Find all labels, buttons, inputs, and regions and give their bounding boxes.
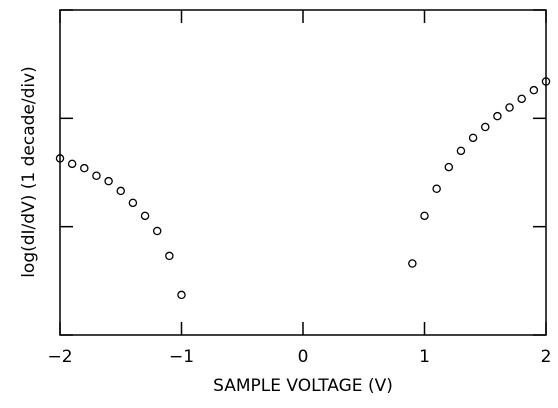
data-point [67,159,77,169]
data-point [152,226,162,236]
data-point [505,103,514,112]
plot-frame [59,9,547,336]
x-axis-title: SAMPLE VOLTAGE (V) [213,376,393,396]
x-tick-label: 2 [541,347,552,367]
data-point [128,198,138,208]
data-point [493,111,502,121]
axis-ticks [59,9,547,336]
data-point [420,211,429,221]
x-tick-label: 0 [298,347,309,367]
data-point [480,122,490,132]
data-point [116,186,126,196]
x-tick-label: −1 [169,347,194,367]
data-point [541,77,551,86]
data-point [177,290,186,300]
data-points [55,77,551,300]
data-point [517,94,526,104]
data-point [408,259,417,268]
data-point [468,133,478,143]
data-point [92,171,101,180]
data-point [140,211,150,221]
x-tick-label: 1 [419,347,430,367]
data-point [165,251,174,261]
data-point [55,154,65,163]
data-point [456,146,466,156]
data-point [104,176,113,186]
y-axis-title: log(dI/dV) (1 decade/div) [19,66,39,278]
x-tick-label: −2 [47,347,72,367]
data-point [432,184,441,193]
data-point [529,85,539,95]
data-point [444,162,454,172]
x-tick-labels: −2 −1 0 1 2 [47,347,551,367]
data-point [80,163,89,173]
